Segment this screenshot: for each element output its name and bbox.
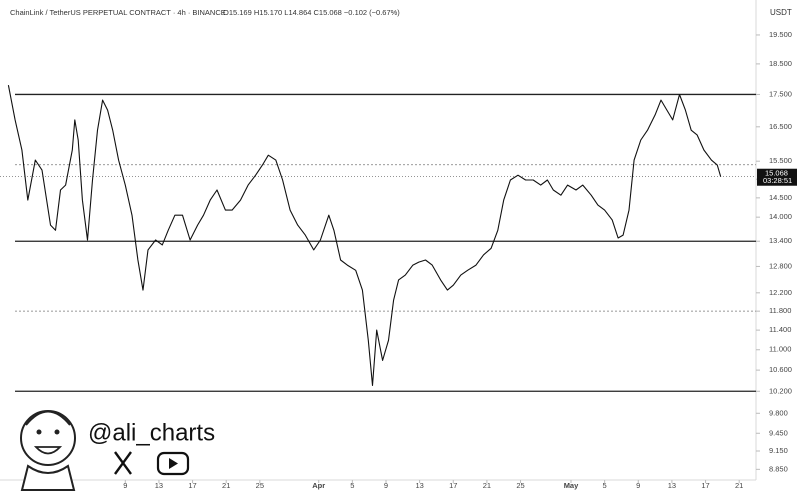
x-tick-label: 5 <box>350 481 354 490</box>
x-icon <box>114 451 132 475</box>
avatar-hair <box>25 410 71 426</box>
y-tick-label: 10.200 <box>769 386 792 395</box>
y-tick-label: 11.000 <box>769 345 791 354</box>
y-tick-label: 9.150 <box>769 446 788 455</box>
x-tick-label: 9 <box>384 481 388 490</box>
price-unit: USDT <box>770 8 792 17</box>
y-tick-label: 12.200 <box>769 288 792 297</box>
youtube-icon <box>156 451 190 476</box>
y-tick-label: 16.500 <box>769 122 792 131</box>
avatar-smile <box>33 446 63 455</box>
y-tick-label: 11.800 <box>769 306 791 315</box>
x-tick-label: 25 <box>256 481 264 490</box>
x-tick-label: 13 <box>415 481 423 490</box>
avatar-eye <box>36 429 42 435</box>
x-tick-label: 5 <box>603 481 607 490</box>
price-tag-label: 15.068 <box>765 169 788 178</box>
y-tick-label: 14.000 <box>769 212 792 221</box>
y-tick-label: 9.450 <box>769 428 788 437</box>
x-tick-label: 21 <box>483 481 491 490</box>
y-tick-label: 18.500 <box>769 59 792 68</box>
y-tick-label: 12.800 <box>769 261 792 270</box>
y-tick-label: 8.850 <box>769 464 788 473</box>
avatar-eye <box>54 429 60 435</box>
y-tick-label: 19.500 <box>769 30 792 39</box>
handle: @ali_charts <box>88 419 215 446</box>
y-tick-label: 13.400 <box>769 236 792 245</box>
youtube-play <box>169 458 178 469</box>
price-tag <box>757 168 797 186</box>
x-tick-label: 9 <box>123 481 127 490</box>
x-tick-label: 17 <box>449 481 457 490</box>
x-tick-label: May <box>564 481 579 490</box>
y-tick-label: 9.800 <box>769 408 788 417</box>
x-tick-label: 17 <box>188 481 196 490</box>
y-tick-label: 14.500 <box>769 193 792 202</box>
ohlc-readout: O15.169 H15.170 L14.864 C15.068 −0.102 (… <box>223 8 400 17</box>
chart-title: ChainLink / TetherUS PERPETUAL CONTRACT … <box>10 8 226 17</box>
x-tick-label: 13 <box>155 481 163 490</box>
x-tick-label: 17 <box>701 481 709 490</box>
x-tick-label: 25 <box>516 481 524 490</box>
y-tick-label: 17.500 <box>769 89 792 98</box>
x-tick-label: 21 <box>222 481 230 490</box>
y-tick-label: 10.600 <box>769 365 792 374</box>
watermark: @ali_charts <box>20 410 215 491</box>
avatar-body <box>20 464 76 491</box>
x-tick-label: 21 <box>735 481 743 490</box>
price-line <box>7 84 722 386</box>
x-tick-label: 13 <box>668 481 676 490</box>
y-tick-label: 15.500 <box>769 156 792 165</box>
x-tick-label: 9 <box>636 481 640 490</box>
x-tick-label: Apr <box>312 481 325 490</box>
avatar <box>20 410 76 466</box>
y-tick-label: 11.400 <box>769 325 791 334</box>
countdown-label: 03:28:51 <box>763 176 792 185</box>
